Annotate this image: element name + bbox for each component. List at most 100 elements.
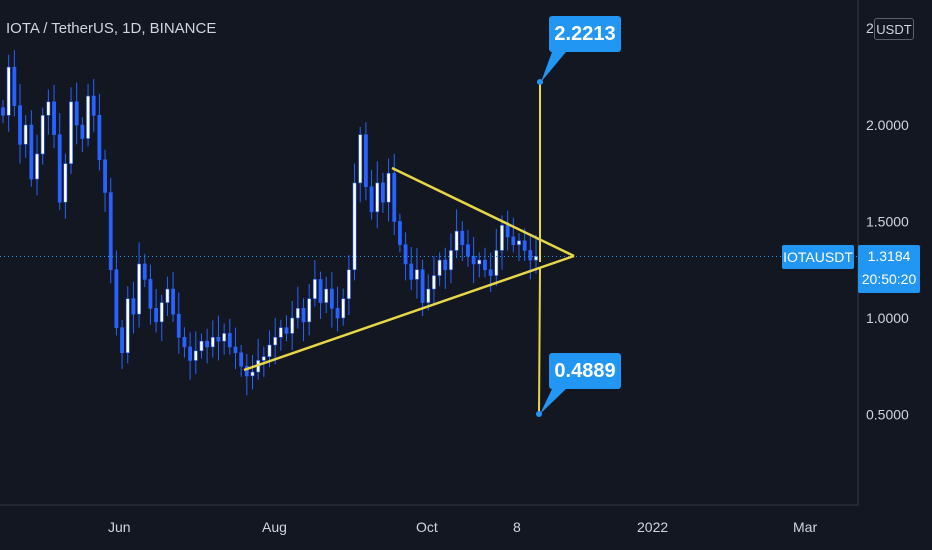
lower-target-point (536, 411, 542, 417)
countdown-timer: 20:50:20 (861, 271, 917, 287)
candle-body (403, 244, 408, 265)
candle-body (261, 356, 266, 361)
current-price-value: 1.3184 (867, 248, 911, 264)
candle-body (23, 124, 28, 145)
candle-body (57, 134, 62, 203)
candle-body (500, 225, 504, 251)
candle-body (12, 66, 17, 106)
candle-body (91, 95, 96, 116)
x-tick-label: Jun (108, 519, 131, 535)
candle-body (120, 327, 124, 354)
candle-body (74, 101, 79, 126)
candle-body (358, 134, 363, 184)
candle-body (426, 288, 431, 303)
y-tick-label: 1.0000 (866, 310, 909, 326)
candle-body (352, 182, 357, 271)
candle-body (381, 182, 385, 203)
chart-title: IOTA / TetherUS, 1D, BINANCE (6, 20, 217, 37)
candle-body (466, 244, 470, 257)
candle-body (125, 298, 130, 354)
candle-body (460, 230, 465, 245)
candle-body (29, 124, 34, 180)
candle-body (244, 365, 249, 377)
candle-body (477, 259, 482, 265)
x-tick-label: Oct (416, 519, 438, 535)
candle-body (216, 336, 221, 342)
upper-target-point (537, 79, 543, 85)
candle-body (205, 340, 210, 348)
candle-body (522, 240, 527, 251)
candle-body (193, 350, 198, 361)
x-tick-label: Aug (262, 519, 287, 535)
candle-body (409, 263, 414, 280)
candle-body (488, 269, 493, 276)
candle-body (159, 302, 164, 323)
candle-body (437, 259, 442, 276)
upper-callout-tail (541, 52, 566, 82)
candle-body (18, 105, 22, 145)
candle-body (35, 153, 39, 180)
candle-body (415, 269, 419, 280)
candle-body (341, 298, 346, 319)
candle-body (176, 313, 181, 338)
candle-body (69, 101, 73, 164)
lower-projection-line (538, 267, 541, 415)
candle-body (443, 259, 448, 271)
candle-body (494, 250, 499, 276)
candle-body (86, 95, 90, 139)
candle-body (511, 236, 516, 245)
candle-body (432, 275, 436, 290)
candle-body (142, 263, 147, 280)
candle-body (108, 192, 113, 271)
candle-body (182, 336, 187, 348)
y-tick-label: 0.5000 (866, 407, 909, 423)
triangle-upper-trendline (391, 166, 575, 258)
candle-body (517, 240, 521, 245)
y-tick-label: 2 (866, 20, 874, 36)
candle-body (137, 263, 141, 315)
candle-body (324, 288, 329, 303)
candle-body (329, 288, 334, 309)
currency-selector[interactable]: USDT (874, 18, 914, 40)
x-tick-label: Mar (793, 519, 817, 535)
candle-body (1, 107, 5, 116)
lower-target-callout[interactable]: 0.4889 (549, 353, 621, 389)
candle-body (398, 221, 402, 245)
candle-body (227, 333, 232, 348)
candle-body (528, 250, 533, 261)
candle-body (375, 182, 380, 213)
y-tick-label: 1.5000 (866, 214, 909, 230)
candle-body (301, 308, 306, 323)
symbol-price-label: IOTAUSDT (782, 245, 854, 269)
x-tick-label: 8 (513, 519, 521, 535)
candle-body (6, 66, 11, 116)
candle-body (449, 250, 453, 271)
candle-body (307, 298, 312, 323)
candle-body (284, 327, 289, 334)
candle-body (454, 230, 459, 251)
candle-body (392, 172, 397, 222)
candle-body (131, 298, 136, 315)
candle-body (295, 308, 300, 319)
upper-target-callout[interactable]: 2.2213 (549, 16, 621, 52)
candle-body (154, 308, 158, 323)
candle-body (420, 269, 425, 303)
triangle-lower-trendline (243, 254, 575, 372)
candle-body (273, 336, 278, 346)
candle-body (103, 159, 107, 193)
candle-body (471, 255, 476, 265)
current-price-label: 1.3184 20:50:20 (858, 245, 920, 293)
lower-callout-tail (540, 389, 566, 414)
candle-body (63, 163, 68, 203)
y-tick-label: 2.0000 (866, 117, 909, 133)
candle-body (290, 317, 295, 334)
candle-body (250, 371, 255, 377)
candle-body (97, 115, 102, 161)
candle-body (346, 269, 351, 300)
candle-body (148, 279, 153, 309)
candle-body (114, 269, 119, 328)
candle-body (52, 101, 56, 135)
x-tick-label: 2022 (637, 519, 668, 535)
candle-body (505, 225, 510, 238)
